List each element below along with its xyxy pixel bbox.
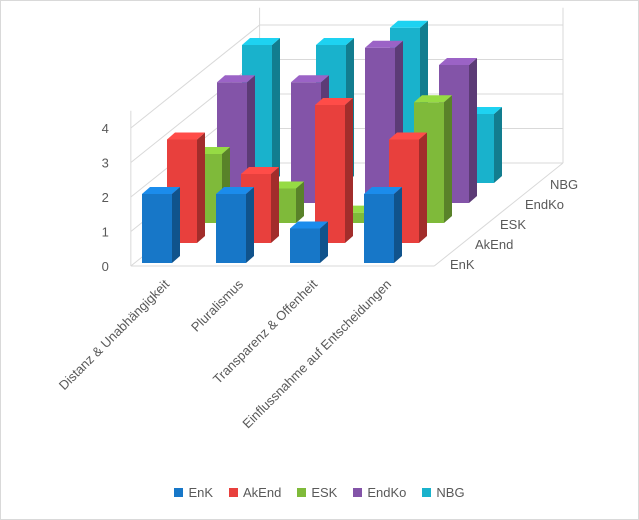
legend-label: EnK <box>188 485 214 501</box>
legend-label: AkEnd <box>243 485 282 501</box>
y-tick-label: 4 <box>102 121 109 136</box>
depth-label: EndKo <box>525 197 564 212</box>
bar-EnK-3 <box>364 187 402 263</box>
depth-label: EnK <box>450 257 475 272</box>
category-label: Pluralismus <box>188 276 246 334</box>
category-label: Distanz & Unabhängigkeit <box>56 276 173 393</box>
legend-swatch <box>229 488 239 498</box>
legend-label: EndKo <box>367 485 407 501</box>
y-tick-label: 1 <box>102 225 109 240</box>
y-tick-label: 2 <box>102 190 109 205</box>
legend-swatch <box>422 488 432 498</box>
y-tick-label: 3 <box>102 156 109 171</box>
bar-AkEnd-2 <box>315 98 353 243</box>
depth-label: AkEnd <box>475 237 513 252</box>
legend-item: EnK <box>174 484 213 500</box>
bar-EnK-0 <box>142 187 180 263</box>
category-label: Einflussnahme auf Entscheidungen <box>239 277 394 432</box>
legend-swatch <box>174 488 184 498</box>
y-tick-label: 0 <box>102 259 109 274</box>
category-labels: Distanz & Unabhängigkeit PluralismusTrans… <box>56 276 394 431</box>
legend: EnK AkEnd ESK EndKo NBG <box>0 484 639 500</box>
legend-item: EndKo <box>353 484 406 500</box>
bars-layer <box>142 20 502 263</box>
bar-EndKo-3 <box>439 58 477 203</box>
legend-label: NBG <box>436 485 465 501</box>
legend-item: ESK <box>297 484 337 500</box>
bar-EnK-2 <box>290 221 328 263</box>
bar-EnK-1 <box>216 187 254 263</box>
legend-swatch <box>297 488 307 498</box>
depth-label: ESK <box>500 217 526 232</box>
legend-label: ESK <box>311 485 338 501</box>
y-tick-labels: 0 1 2 3 4 <box>102 121 109 274</box>
legend-swatch <box>353 488 363 498</box>
axis-edge <box>433 162 564 267</box>
legend-item: NBG <box>422 484 465 501</box>
bar-ESK-1 <box>266 181 304 223</box>
depth-label: NBG <box>550 177 578 192</box>
legend-item: AkEnd <box>229 484 281 500</box>
